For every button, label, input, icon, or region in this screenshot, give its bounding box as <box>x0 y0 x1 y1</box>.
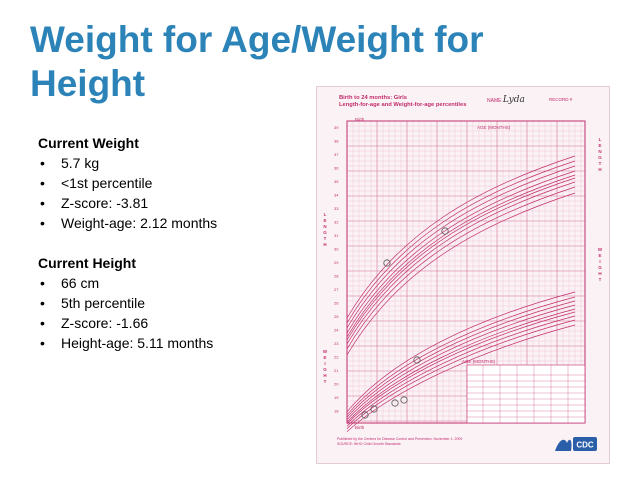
weight-section: Current Weight 5.7 kg <1st percentile Z-… <box>38 133 318 233</box>
height-list: 66 cm 5th percentile Z-score: -1.66 Heig… <box>38 273 318 353</box>
chart-header-line1: Birth to 24 months: Girls <box>339 95 407 101</box>
svg-text:23: 23 <box>334 341 339 346</box>
chart-record-label: RECORD # <box>549 97 573 102</box>
svg-text:39: 39 <box>334 125 339 130</box>
list-item: 5.7 kg <box>38 153 318 173</box>
list-item: 66 cm <box>38 273 318 293</box>
svg-text:34: 34 <box>334 193 339 198</box>
chart-age-label-top: AGE (MONTHS) <box>477 125 511 130</box>
growth-chart-graphic: 39 38 37 36 35 34 33 32 31 30 29 28 27 26 25 24 23 22 21 20… <box>334 120 586 432</box>
svg-text:19: 19 <box>334 395 339 400</box>
weight-list: 5.7 kg <1st percentile Z-score: -3.81 We… <box>38 153 318 233</box>
svg-text:18: 18 <box>334 409 339 414</box>
slide-title: Weight for Age/Weight for Height <box>30 19 484 104</box>
cdc-logo: CDC <box>551 433 599 455</box>
chart-name-field: NAME Lyda <box>487 95 525 105</box>
svg-text:38: 38 <box>334 139 339 144</box>
stats-panel: Current Weight 5.7 kg <1st percentile Z-… <box>38 133 318 353</box>
chart-name-label: NAME <box>487 98 502 104</box>
svg-text:31: 31 <box>334 233 339 238</box>
chart-birth-label-top: Birth <box>355 117 365 122</box>
height-heading: Current Height <box>38 255 136 271</box>
svg-text:27: 27 <box>334 287 339 292</box>
svg-text:26: 26 <box>334 301 339 306</box>
svg-text:35: 35 <box>334 179 339 184</box>
weight-heading: Current Weight <box>38 135 139 151</box>
list-item: Weight-age: 2.12 months <box>38 213 318 233</box>
svg-text:25: 25 <box>334 314 339 319</box>
svg-text:21: 21 <box>334 368 339 373</box>
chart-header: Birth to 24 months: Girls Length-for-age… <box>339 95 466 109</box>
svg-text:33: 33 <box>334 206 339 211</box>
svg-text:37: 37 <box>334 152 339 157</box>
svg-text:22: 22 <box>334 355 339 360</box>
chart-age-label-bottom: AGE (MONTHS) <box>462 359 496 364</box>
svg-text:30: 30 <box>334 247 339 252</box>
list-item: Z-score: -3.81 <box>38 193 318 213</box>
cdc-logo-text: CDC <box>576 441 594 450</box>
svg-text:20: 20 <box>334 382 339 387</box>
chart-footer-note: Published by the Centers for Disease Con… <box>337 437 463 446</box>
svg-text:36: 36 <box>334 166 339 171</box>
svg-text:29: 29 <box>334 260 339 265</box>
list-item: Height-age: 5.11 months <box>38 333 318 353</box>
chart-birth-label-bottom: Birth <box>355 425 365 430</box>
svg-text:24: 24 <box>334 328 339 333</box>
list-item: Z-score: -1.66 <box>38 313 318 333</box>
svg-text:32: 32 <box>334 220 339 225</box>
list-item: <1st percentile <box>38 173 318 193</box>
height-section: Current Height 66 cm 5th percentile Z-sc… <box>38 253 318 353</box>
chart-header-line2: Length-for-age and Weight-for-age percen… <box>339 102 467 108</box>
growth-chart-image: 39 38 37 36 35 34 33 32 31 30 29 28 27 26 25 24 23 22 21 20… <box>316 86 610 464</box>
svg-text:28: 28 <box>334 274 339 279</box>
list-item: 5th percentile <box>38 293 318 313</box>
chart-name-value: Lyda <box>502 95 525 105</box>
